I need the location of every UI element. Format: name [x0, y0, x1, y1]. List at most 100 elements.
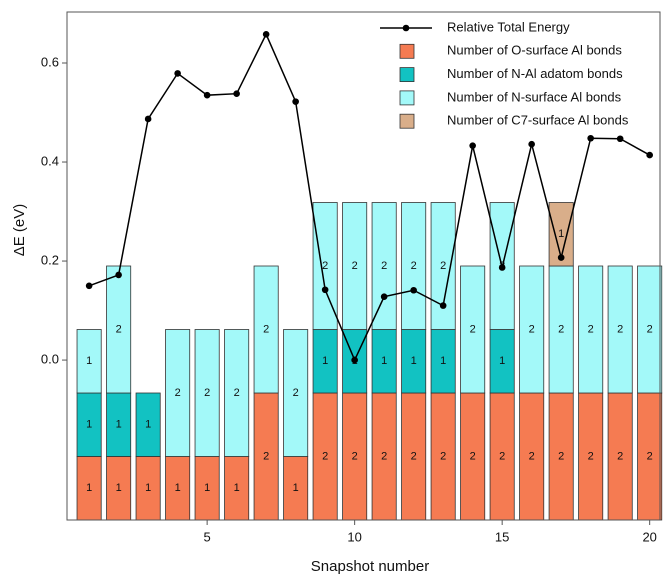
bar-label: 2: [588, 323, 594, 335]
x-tick-label: 20: [642, 529, 656, 544]
bar-segment: [371, 202, 397, 330]
bar-label: 2: [647, 323, 653, 335]
x-tick-label: 10: [347, 529, 361, 544]
bar-segment: [106, 392, 132, 457]
energy-point: [351, 356, 358, 364]
bar-label: 2: [322, 450, 328, 462]
bar-segment: [607, 265, 633, 394]
bar-label: 1: [440, 355, 446, 367]
bar-label: 2: [529, 450, 535, 462]
bar-label: 1: [145, 419, 151, 431]
bar-label: 1: [116, 482, 122, 494]
legend-label: Number of C7-surface Al bonds: [447, 113, 629, 128]
legend-swatch: [399, 113, 415, 129]
legend-label: Relative Total Energy: [447, 19, 570, 34]
bar-label: 2: [204, 387, 210, 399]
legend-marker: [402, 24, 410, 32]
bar-segment: [401, 392, 427, 521]
bar-label: 1: [499, 355, 505, 367]
bar-segment: [637, 265, 663, 394]
bar-label: 1: [234, 482, 240, 494]
energy-point: [321, 286, 329, 294]
energy-point: [115, 271, 122, 279]
bar-label: 2: [322, 260, 328, 272]
bar-label: 2: [617, 323, 623, 335]
y-tick-label: 0.6: [41, 54, 59, 69]
bar-label: 2: [381, 450, 387, 462]
bar-segment: [194, 456, 220, 521]
bar-segment: [342, 202, 368, 330]
bar-label: 1: [411, 355, 417, 367]
bar-label: 1: [116, 419, 122, 431]
bar-label: 2: [352, 450, 358, 462]
energy-point: [616, 135, 624, 143]
bar-segment: [489, 329, 515, 394]
bar-label: 1: [204, 482, 210, 494]
bar-label: 2: [470, 323, 476, 335]
bar-segment: [430, 392, 456, 521]
energy-point: [646, 151, 653, 159]
y-tick-label: 0.2: [41, 252, 59, 267]
y-axis-label: ΔE (eV): [11, 204, 28, 257]
bar-segment: [312, 392, 338, 521]
energy-line: [88, 32, 651, 362]
bar-segment: [106, 456, 132, 521]
bar-segment: [578, 265, 604, 394]
bar-label: 2: [440, 450, 446, 462]
bar-segment: [76, 392, 102, 457]
bar-label: 1: [86, 355, 92, 367]
energy-point: [557, 254, 565, 261]
bar-label: 1: [145, 482, 151, 494]
energy-point: [469, 142, 476, 149]
bar-label: 2: [263, 450, 269, 462]
bar-label: 2: [440, 260, 446, 272]
bar-segment: [106, 265, 132, 394]
energy-point: [498, 264, 506, 271]
bar-segment: [371, 329, 397, 394]
bar-label: 2: [588, 450, 594, 462]
bar-label: 2: [647, 450, 653, 462]
energy-point: [587, 134, 594, 142]
energy-point: [85, 282, 93, 290]
legend-label: Number of N-Al adatom bonds: [447, 66, 623, 81]
x-tick-label: 5: [204, 529, 211, 544]
bar-label: 2: [116, 323, 122, 335]
bar-label: 2: [263, 323, 269, 335]
bar-segment: [283, 456, 309, 521]
bar-label: 2: [381, 260, 387, 272]
bar-label: 2: [558, 450, 564, 462]
bar-label: 1: [293, 482, 299, 494]
energy-point: [380, 293, 388, 300]
bar-segment: [253, 265, 279, 394]
bar-segment: [312, 329, 338, 394]
legend-swatch: [399, 43, 415, 59]
bar-label: 2: [470, 450, 476, 462]
bar-segment: [194, 329, 220, 457]
energy-point: [410, 286, 417, 294]
bar-label: 2: [411, 260, 417, 272]
bar-label: 2: [293, 387, 299, 399]
bar-segment: [460, 265, 486, 394]
bar-label: 1: [322, 355, 328, 367]
legend-label: Number of N-surface Al bonds: [447, 89, 622, 104]
bar-segment: [637, 392, 663, 521]
bar-label: 2: [499, 450, 505, 462]
legend-swatch: [399, 67, 415, 82]
bar-segment: [224, 329, 250, 457]
legend-label: Number of O-surface Al bonds: [447, 43, 622, 58]
energy-point: [528, 140, 535, 148]
bar-label: 1: [558, 228, 564, 240]
plot-frame: [66, 11, 661, 521]
bar-segment: [283, 329, 309, 457]
bar-label: 1: [175, 482, 181, 494]
bar-segment: [76, 456, 102, 521]
bar-label: 2: [558, 323, 564, 335]
bar-segment: [401, 202, 427, 330]
energy-point: [203, 91, 211, 99]
bar-segment: [76, 329, 102, 394]
bar-label: 1: [86, 419, 92, 431]
bar-label: 2: [352, 260, 358, 272]
x-tick-label: 15: [495, 529, 509, 544]
bar-label: 1: [381, 355, 387, 367]
y-tick-label: 0.4: [41, 153, 59, 168]
